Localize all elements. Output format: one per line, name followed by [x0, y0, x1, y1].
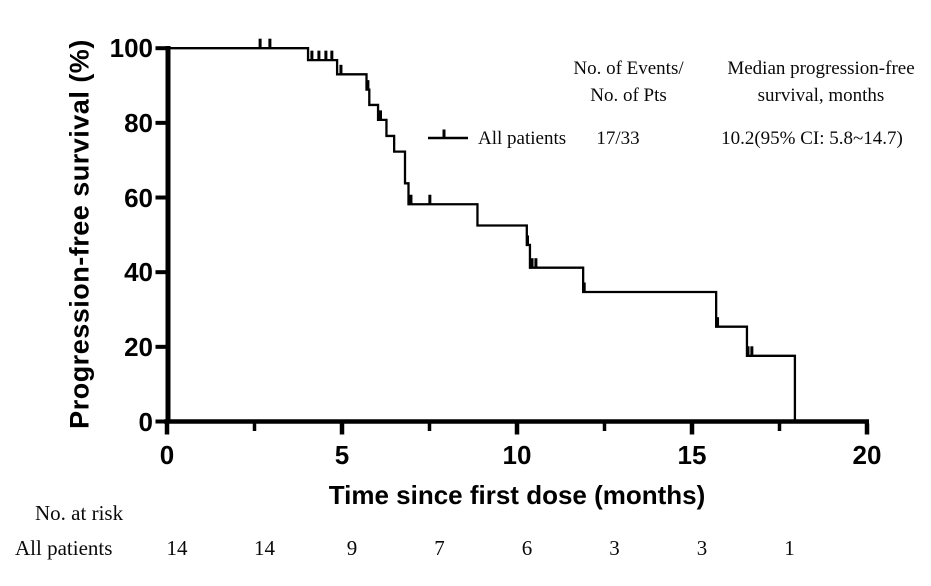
legend-events-value: 17/33	[596, 128, 640, 149]
legend-median-header-line1: Median progression-free	[727, 58, 915, 79]
risk-count: 3	[609, 536, 620, 560]
risk-count: 14	[166, 536, 188, 560]
risk-count: 9	[346, 536, 358, 560]
x-tick-label: 0	[159, 440, 175, 470]
x-tick-label: 5	[334, 440, 350, 470]
y-tick-label: 100	[109, 33, 153, 64]
km-censor-key-icon	[428, 129, 468, 140]
risk-count: 14	[254, 536, 275, 560]
risk-row-label: All patients	[15, 536, 113, 560]
x-tick-label: 10	[502, 440, 532, 470]
legend-median-header-line2: survival, months	[757, 85, 885, 106]
risk-table-header: No. at risk	[35, 501, 124, 525]
y-axis-title: Progression-free survival (%)	[64, 39, 95, 429]
km-curve	[167, 47, 797, 421]
risk-count: 7	[434, 536, 445, 560]
y-tick-label: 40	[124, 257, 153, 288]
legend-series-label: All patients	[478, 128, 567, 149]
x-tick-label: 20	[852, 440, 882, 470]
legend-events-header: No. of Events/ No. of Pts	[556, 55, 701, 109]
y-tick-label: 0	[138, 406, 153, 437]
legend-events-header-line1: No. of Events/	[573, 58, 684, 79]
risk-count: 3	[696, 536, 708, 560]
y-tick-label: 20	[124, 331, 153, 362]
legend-median-header: Median progression-free survival, months	[696, 55, 931, 109]
risk-count: 6	[521, 536, 533, 560]
legend-events-header-line2: No. of Pts	[590, 85, 667, 106]
x-axis-title: Time since first dose (months)	[328, 480, 706, 510]
legend-median-value: 10.2(95% CI: 5.8~14.7)	[721, 128, 903, 149]
x-tick-label: 15	[677, 440, 707, 470]
y-tick-label: 80	[124, 107, 153, 138]
risk-count: 1	[784, 536, 795, 560]
y-tick-label: 60	[124, 182, 153, 213]
